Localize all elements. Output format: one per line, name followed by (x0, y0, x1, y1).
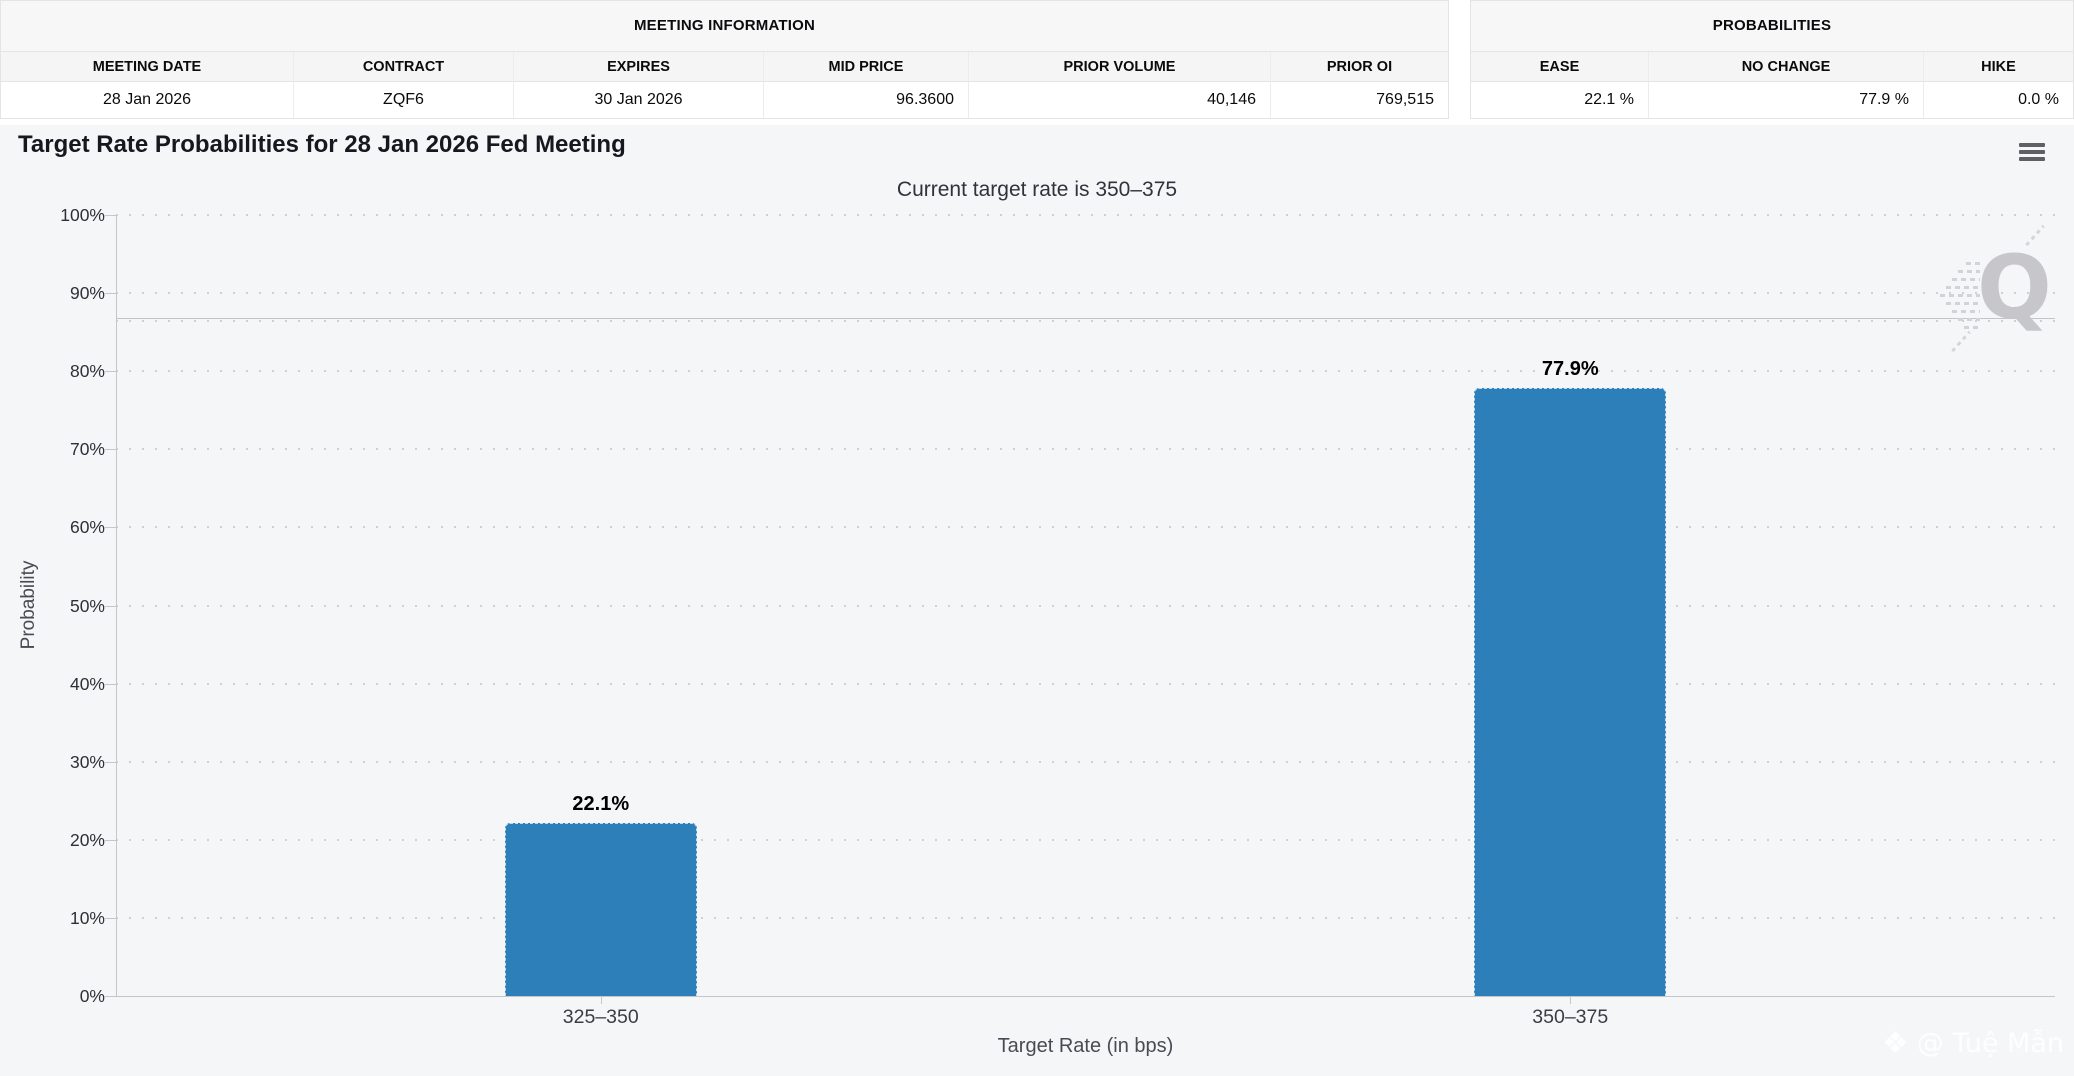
x-axis-title: Target Rate (in bps) (997, 1035, 1174, 1057)
credit-text: @ Tuệ Mẫn (1916, 1028, 2064, 1059)
y-tick-60 (105, 527, 116, 529)
meeting-information-table: MEETING INFORMATION MEETING DATE CONTRAC… (0, 0, 1449, 119)
y-axis-tick-label: 60% (69, 517, 105, 538)
bar-325–350[interactable] (504, 823, 697, 996)
meeting-date-value: 28 Jan 2026 (1, 82, 293, 118)
y-axis-line (116, 215, 117, 996)
col-header-meeting-date: MEETING DATE (1, 52, 293, 82)
col-header-no-change: NO CHANGE (1648, 52, 1923, 82)
y-tick-80 (105, 371, 116, 373)
x-tick-1 (1570, 996, 1572, 1004)
col-header-mid-price: MID PRICE (763, 52, 968, 82)
y-tick-30 (105, 761, 116, 763)
h-gridline-100 (116, 214, 2055, 216)
hike-value: 0.0 % (1923, 82, 2073, 118)
h-gridline-80 (116, 370, 2055, 373)
h-gridline-70 (116, 448, 2055, 451)
prior-oi-value: 769,515 (1270, 82, 1448, 118)
y-axis-tick-label: 30% (69, 751, 105, 772)
x-tick-0 (600, 996, 602, 1004)
chart-subtitle: Current target rate is 350–375 (896, 178, 1178, 201)
probabilities-table: PROBABILITIES EASE NO CHANGE HIKE 22.1 %… (1470, 0, 2074, 119)
contract-value: ZQF6 (293, 82, 513, 118)
chart-title: Target Rate Probabilities for 28 Jan 202… (18, 131, 626, 158)
meeting-information-title: MEETING INFORMATION (1, 1, 1448, 52)
x-axis-line (116, 996, 2055, 997)
hamburger-menu-icon[interactable] (2019, 143, 2045, 163)
h-gridline-30 (116, 760, 2055, 763)
h-gridline-40 (116, 682, 2055, 685)
col-header-prior-volume: PRIOR VOLUME (968, 52, 1270, 82)
probabilities-title: PROBABILITIES (1471, 1, 2073, 52)
y-axis-tick-label: 70% (69, 439, 105, 460)
y-axis-tick-label: 0% (79, 986, 105, 1006)
mid-price-value: 96.3600 (763, 82, 968, 118)
x-category-label: 325–350 (562, 1006, 639, 1028)
col-header-hike: HIKE (1923, 52, 2073, 82)
col-header-contract: CONTRACT (293, 52, 513, 82)
credit-watermark: ❖ @ Tuệ Mẫn (1882, 1028, 2064, 1059)
reference-line-dotted (116, 320, 2055, 323)
y-tick-0 (105, 996, 116, 997)
diamond-icon: ❖ (1881, 1025, 1909, 1061)
y-tick-90 (105, 293, 116, 295)
no-change-value: 77.9 % (1648, 82, 1923, 118)
bar-350–375[interactable] (1474, 387, 1667, 996)
y-tick-20 (105, 839, 116, 841)
col-header-ease: EASE (1471, 52, 1648, 82)
y-axis-tick-label: 40% (69, 673, 105, 694)
h-gridline-50 (116, 604, 2055, 607)
y-axis-tick-label: 10% (69, 907, 105, 928)
reference-line (116, 318, 2055, 320)
y-axis-tick-label: 50% (69, 595, 105, 616)
y-tick-50 (105, 605, 116, 607)
col-header-prior-oi: PRIOR OI (1270, 52, 1448, 82)
y-tick-100 (105, 215, 116, 216)
h-gridline-10 (116, 916, 2055, 919)
y-tick-40 (105, 683, 116, 685)
col-header-expires: EXPIRES (513, 52, 763, 82)
y-axis-tick-label: 20% (69, 829, 105, 850)
prior-volume-value: 40,146 (968, 82, 1270, 118)
y-axis-tick-label: 80% (69, 361, 105, 382)
fedwatch-chart-card (0, 125, 2074, 1076)
y-axis-tick-label: 100% (60, 205, 105, 225)
quikstrike-q-icon: Q (1977, 236, 2052, 339)
y-axis-tick-label: 90% (69, 283, 105, 304)
expires-value: 30 Jan 2026 (513, 82, 763, 118)
h-gridline-60 (116, 526, 2055, 529)
y-tick-10 (105, 917, 116, 919)
bar-data-label: 22.1% (572, 793, 630, 816)
h-gridline-90 (116, 292, 2055, 295)
x-category-label: 350–375 (1532, 1006, 1609, 1028)
y-tick-70 (105, 449, 116, 451)
bar-data-label: 77.9% (1541, 357, 1599, 380)
ease-value: 22.1 % (1471, 82, 1648, 118)
h-gridline-20 (116, 838, 2055, 841)
